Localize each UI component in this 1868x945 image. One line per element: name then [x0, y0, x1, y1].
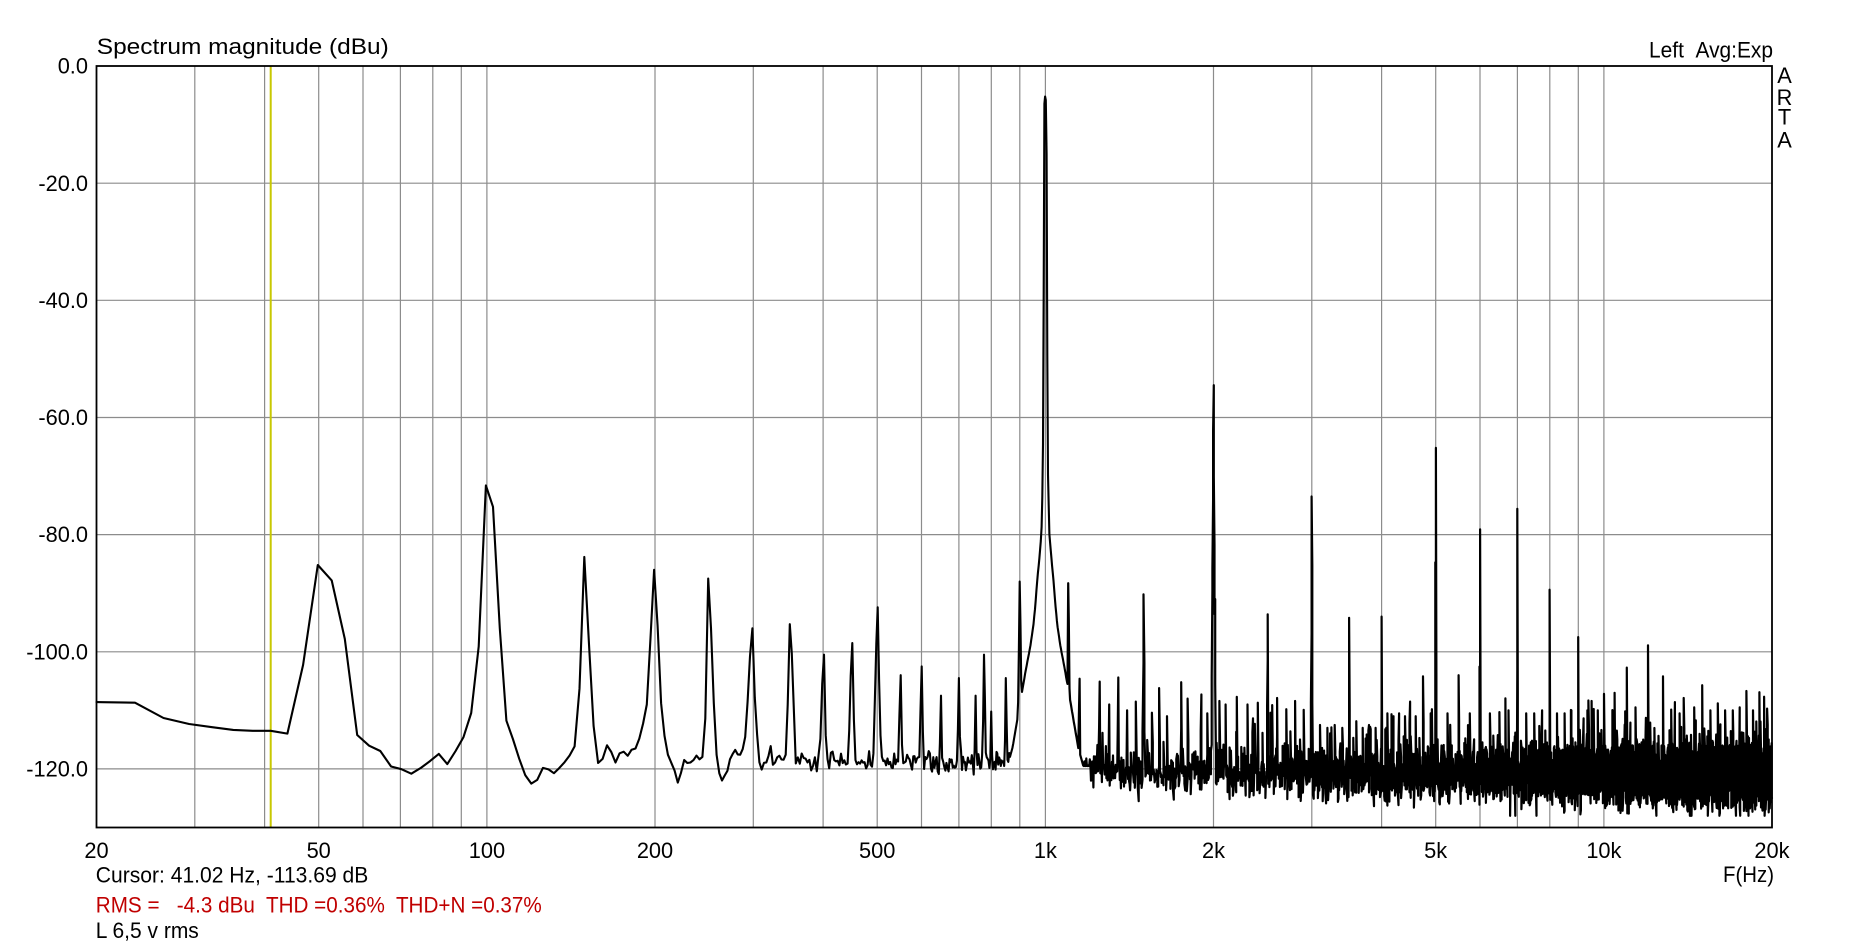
svg-text:A: A: [1777, 63, 1792, 88]
svg-text:-80.0: -80.0: [38, 522, 88, 547]
svg-text:L 6,5 v rms: L 6,5 v rms: [96, 918, 199, 943]
svg-text:Left Avg:Exp: Left Avg:Exp: [1649, 38, 1773, 63]
svg-text:10k: 10k: [1586, 838, 1621, 863]
svg-text:-20.0: -20.0: [38, 171, 88, 196]
svg-text:RMS = -4.3 dBu THD =0.36%: RMS = -4.3 dBu THD =0.36% THD+N =0.37%: [96, 893, 542, 918]
svg-text:R: R: [1777, 85, 1793, 110]
svg-text:A: A: [1777, 128, 1792, 153]
svg-text:F(Hz): F(Hz): [1723, 862, 1774, 887]
svg-text:5k: 5k: [1424, 838, 1447, 863]
svg-text:100: 100: [469, 838, 505, 863]
svg-text:50: 50: [307, 838, 331, 863]
svg-text:500: 500: [859, 838, 895, 863]
svg-text:-40.0: -40.0: [38, 288, 88, 313]
svg-text:200: 200: [637, 838, 673, 863]
svg-text:2k: 2k: [1202, 838, 1225, 863]
svg-text:T: T: [1778, 105, 1791, 130]
svg-text:20: 20: [84, 838, 108, 863]
svg-text:-60.0: -60.0: [38, 405, 88, 430]
svg-text:-100.0: -100.0: [26, 639, 88, 664]
svg-text:Cursor: 41.02 Hz, -113.69 dB: Cursor: 41.02 Hz, -113.69 dB: [96, 862, 369, 887]
svg-text:0.0: 0.0: [58, 54, 88, 79]
svg-text:Spectrum magnitude (dBu): Spectrum magnitude (dBu): [97, 34, 389, 59]
svg-text:20k: 20k: [1754, 838, 1789, 863]
svg-text:-120.0: -120.0: [26, 757, 88, 782]
svg-text:1k: 1k: [1034, 838, 1057, 863]
